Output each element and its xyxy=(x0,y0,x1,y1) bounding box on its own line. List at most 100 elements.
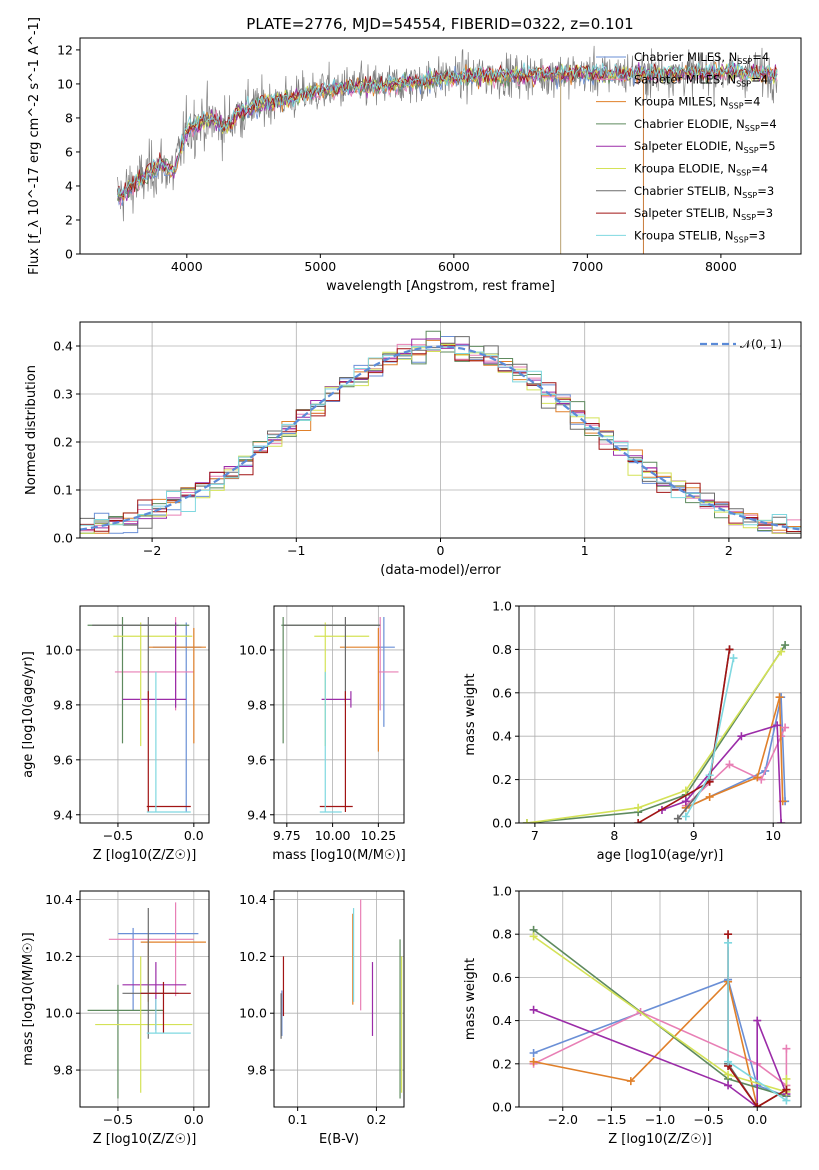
weight-marker-kroupa_elodie xyxy=(724,1070,733,1079)
weight-marker-salpeter_elodie xyxy=(753,1016,762,1025)
x-tick-label: −0.5 xyxy=(693,1112,723,1127)
weight-marker-kroupa_elodie xyxy=(777,647,786,656)
x-tick-label: 10 xyxy=(765,828,781,843)
errorbar-chabrier_elodie xyxy=(87,984,164,1099)
weight-vs-age-panel: 7 8 9 10 0.0 0.2 0.4 0.6 0.8 1.0 age [log10(age/yr… xyxy=(463,599,802,863)
weight-marker-salpeter_miles xyxy=(781,723,790,732)
x-axis-label: Z [log10(Z/Z☉)] xyxy=(93,848,197,863)
errorbar-kroupa_stelib xyxy=(146,999,191,1034)
y-axis-label: age [log10(age/yr)] xyxy=(21,651,36,778)
x-axis-label: E(B-V) xyxy=(319,1132,359,1147)
errorbar-salpeter_stelib xyxy=(146,691,191,813)
x-tick-label: 9 xyxy=(690,828,698,843)
y-tick-label: 2 xyxy=(65,212,73,227)
errorbar-chabrier_stelib xyxy=(92,616,179,703)
y-tick-label: 1.0 xyxy=(492,884,512,899)
axes-frame xyxy=(518,605,802,824)
y-axis-label: Normed distribution xyxy=(24,365,39,495)
errorbar-salpeter_miles xyxy=(378,616,399,711)
errorbar-kroupa_elodie xyxy=(113,622,193,747)
x-tick-label: −1.0 xyxy=(645,1112,675,1127)
weight-marker-kroupa_elodie xyxy=(634,803,643,812)
y-tick-label: 0.6 xyxy=(492,685,512,700)
y-tick-label: 0.4 xyxy=(53,339,73,354)
legend-label: Salpeter MILES, NSSP=4 xyxy=(634,72,768,88)
x-tick-label: 1 xyxy=(581,543,589,558)
residual-histogram-kroupa_stelib xyxy=(80,346,801,529)
residual-histogram-kroupa_elodie xyxy=(80,344,801,534)
weight-marker-kroupa_miles xyxy=(705,792,714,801)
weight-marker-chabrier_stelib xyxy=(673,814,682,823)
legend-label: Chabrier ELODIE, NSSP=4 xyxy=(634,117,777,133)
y-tick-label: 0.4 xyxy=(492,729,512,744)
x-axis-label: age [log10(age/yr)] xyxy=(597,848,724,863)
weight-line-salpeter_elodie xyxy=(533,1009,788,1107)
weight-marker-kroupa_elodie xyxy=(529,932,538,941)
x-tick-label: 7 xyxy=(531,828,539,843)
model-spectrum-salpeter_stelib xyxy=(117,63,778,198)
errorbar-kroupa_stelib xyxy=(146,671,191,813)
plot-area xyxy=(280,899,403,1099)
y-tick-label: 10.4 xyxy=(239,892,267,907)
y-axis-label: mass [log10(M/M☉)] xyxy=(21,932,36,1065)
errorbar-chabrier_miles xyxy=(117,927,199,1011)
plot-area xyxy=(87,616,206,813)
errorbar-salpeter_elodie xyxy=(122,962,187,1031)
y-tick-label: 12 xyxy=(57,42,73,57)
weight-line-salpeter_miles xyxy=(685,727,786,807)
x-tick-label: 6000 xyxy=(438,259,470,274)
weight-marker-salpeter_elodie xyxy=(773,721,782,730)
y-tick-label: 10.4 xyxy=(45,892,73,907)
x-tick-label: 10.00 xyxy=(315,828,351,843)
x-tick-label: 0.0 xyxy=(747,1112,767,1127)
weight-vs-metallicity-panel: −2.0 −1.5 −1.0 −0.5 0.0 0.0 0.2 0.4 0.6 0.8 1.0 Z [… xyxy=(463,884,802,1147)
x-axis-label: Z [log10(Z/Z☉)] xyxy=(93,1132,197,1147)
age-vs-mass-panel: 9.75 10.00 10.25 9.4 9.6 9.8 10.0 mass [log10(M… xyxy=(239,605,406,863)
y-tick-label: 10.2 xyxy=(239,949,267,964)
x-tick-label: −1.5 xyxy=(596,1112,626,1127)
y-tick-label: 0.2 xyxy=(492,772,512,787)
model-spectrum-chabrier_elodie xyxy=(117,66,778,201)
legend-label: Salpeter ELODIE, NSSP=5 xyxy=(634,139,776,155)
weight-marker-kroupa_stelib xyxy=(724,938,733,947)
weight-marker-salpeter_elodie xyxy=(724,1081,733,1090)
x-tick-label: 0.0 xyxy=(184,828,204,843)
y-tick-label: 0.2 xyxy=(53,435,73,450)
y-tick-label: 10.0 xyxy=(45,1006,73,1021)
y-tick-label: 9.4 xyxy=(53,807,73,822)
y-axis-label: mass weight xyxy=(463,673,478,755)
errorbar-kroupa_miles xyxy=(148,627,206,744)
plot-area xyxy=(281,616,399,813)
axes-frame xyxy=(273,890,405,1108)
weight-marker-salpeter_elodie xyxy=(681,797,690,806)
x-tick-label: 7000 xyxy=(571,259,603,274)
errorbar-kroupa_miles xyxy=(339,627,381,752)
model-spectrum-kroupa_stelib xyxy=(117,61,778,198)
x-axis-label: mass [log10(M/M☉)] xyxy=(272,848,405,863)
errorbar-kroupa_elodie xyxy=(314,622,370,747)
x-tick-label: 8000 xyxy=(705,259,737,274)
y-tick-label: 8 xyxy=(65,110,73,125)
x-tick-label: 0.0 xyxy=(184,1112,204,1127)
errorbar-kroupa_stelib xyxy=(319,671,342,813)
plot-area xyxy=(522,641,790,823)
y-axis-label: mass weight xyxy=(463,958,478,1040)
weight-marker-chabrier_elodie xyxy=(781,641,790,650)
weight-line-chabrier_miles xyxy=(685,696,786,809)
y-tick-label: 9.4 xyxy=(247,807,267,822)
errorbar-chabrier_stelib xyxy=(283,616,381,703)
y-tick-label: 10.0 xyxy=(239,1006,267,1021)
spectrum-panel: 4000 5000 6000 7000 8000 0 2 4 6 8 10 12 wavelength … xyxy=(27,17,802,294)
errorbar-salpeter_elodie xyxy=(122,622,187,708)
y-tick-label: 9.6 xyxy=(53,752,73,767)
age-vs-metallicity-panel: −0.5 0.0 9.4 9.6 9.8 10.0 Z [log10(Z/Z☉)] age [… xyxy=(21,605,210,863)
y-tick-label: 0.0 xyxy=(53,531,73,546)
x-tick-label: 5000 xyxy=(304,259,336,274)
y-tick-label: 9.8 xyxy=(247,1063,267,1078)
errorbar-salpeter_miles xyxy=(114,616,194,711)
weight-marker-chabrier_miles xyxy=(529,1049,538,1057)
axes-frame xyxy=(79,890,210,1108)
x-tick-label: 8 xyxy=(610,828,618,843)
y-tick-label: 0.0 xyxy=(492,816,512,831)
y-tick-label: 0.0 xyxy=(492,1100,512,1115)
